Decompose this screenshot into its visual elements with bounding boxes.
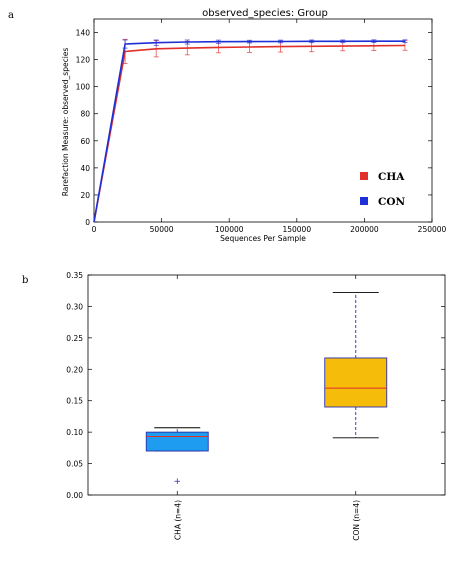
panel-b-y-ticks: 0.00 0.05 0.10 0.15 0.20 0.25 0.30 0.35 — [66, 271, 445, 500]
a-y-tick-label: 80 — [80, 110, 90, 119]
b-y-tick-label: 0.20 — [66, 365, 83, 374]
panel-a-plot-area — [93, 18, 433, 223]
panel-a-y-ticks: 0 20 40 60 80 100 120 140 — [76, 29, 432, 227]
box-con — [324, 357, 388, 408]
a-y-tick-label: 40 — [80, 164, 90, 173]
a-x-tick-label: 150000 — [282, 225, 311, 234]
panel-b-boxes: + — [145, 292, 388, 487]
b-y-tick-label: 0.05 — [66, 460, 83, 469]
a-y-tick-label: 120 — [76, 56, 91, 65]
a-y-tick-label: 0 — [85, 218, 90, 227]
panel-b-plot-area — [87, 274, 446, 496]
panel-a-label: a — [8, 10, 14, 21]
b-y-tick-label: 0.25 — [66, 334, 83, 343]
legend-label-cha: CHA — [378, 171, 405, 183]
outlier-cha: + — [173, 477, 181, 487]
a-y-tick-label: 100 — [76, 83, 91, 92]
panel-a-y-label: Rarefaction Measure: observed_species — [61, 48, 70, 197]
panel-a-title: observed_species: Group — [202, 8, 328, 19]
b-y-tick-label: 0.00 — [66, 491, 83, 500]
panel-b-x-ticks: CHA (n=4) CON (n=4) — [173, 275, 361, 541]
b-y-tick-label: 0.15 — [66, 397, 83, 406]
panel-a-x-label: Sequences Per Sample — [220, 234, 306, 243]
a-x-tick-label: 50000 — [150, 225, 174, 234]
b-x-tick-label-cha: CHA (n=4) — [173, 500, 182, 540]
a-x-tick-label: 0 — [92, 225, 97, 234]
legend-swatch-con — [360, 197, 368, 205]
a-y-tick-label: 140 — [76, 29, 91, 38]
a-x-tick-label: 200000 — [350, 225, 379, 234]
a-x-tick-label: 250000 — [418, 225, 447, 234]
a-y-tick-label: 20 — [80, 191, 90, 200]
b-y-tick-label: 0.30 — [66, 302, 83, 311]
b-y-tick-label: 0.35 — [66, 271, 83, 280]
panel-a-series — [93, 38, 408, 223]
b-x-tick-label-con: CON (n=4) — [352, 500, 361, 541]
a-y-tick-label: 60 — [80, 137, 90, 146]
panel-b-label: b — [22, 275, 28, 286]
legend-label-con: CON — [378, 196, 406, 208]
legend-swatch-cha — [360, 172, 368, 180]
b-y-tick-label: 0.10 — [66, 428, 83, 437]
a-x-tick-label: 100000 — [215, 225, 244, 234]
box-cha — [145, 431, 209, 452]
